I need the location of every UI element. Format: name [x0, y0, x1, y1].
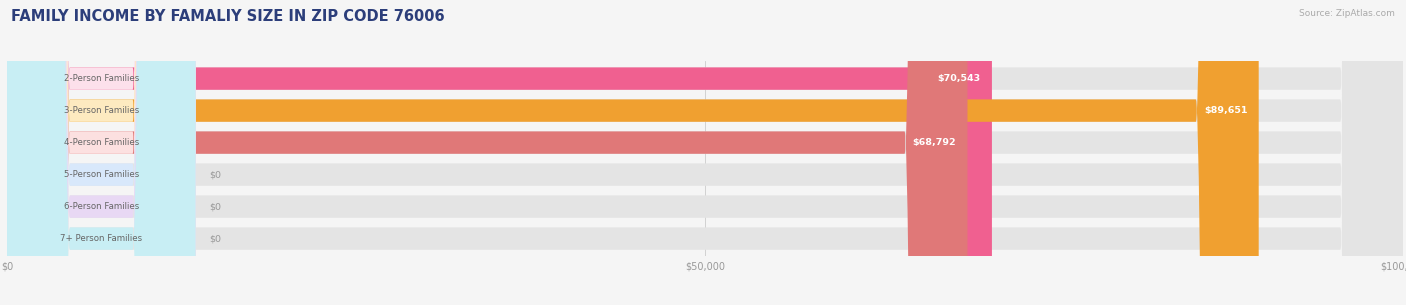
Text: 3-Person Families: 3-Person Families [63, 106, 139, 115]
FancyBboxPatch shape [7, 0, 1258, 305]
Text: $68,792: $68,792 [912, 138, 956, 147]
FancyBboxPatch shape [7, 0, 195, 305]
Text: 4-Person Families: 4-Person Families [63, 138, 139, 147]
Text: $0: $0 [209, 170, 222, 179]
Text: 5-Person Families: 5-Person Families [63, 170, 139, 179]
FancyBboxPatch shape [7, 0, 195, 305]
FancyBboxPatch shape [7, 0, 195, 305]
FancyBboxPatch shape [7, 0, 195, 305]
FancyBboxPatch shape [7, 0, 195, 305]
Text: $0: $0 [209, 202, 222, 211]
Text: Source: ZipAtlas.com: Source: ZipAtlas.com [1299, 9, 1395, 18]
Text: 2-Person Families: 2-Person Families [63, 74, 139, 83]
FancyBboxPatch shape [7, 0, 195, 305]
FancyBboxPatch shape [7, 0, 967, 305]
FancyBboxPatch shape [7, 0, 1403, 305]
FancyBboxPatch shape [7, 0, 991, 305]
FancyBboxPatch shape [7, 0, 1403, 305]
Text: $0: $0 [209, 234, 222, 243]
Text: 7+ Person Families: 7+ Person Families [60, 234, 142, 243]
Text: 6-Person Families: 6-Person Families [63, 202, 139, 211]
Text: $89,651: $89,651 [1204, 106, 1247, 115]
FancyBboxPatch shape [7, 0, 1403, 305]
FancyBboxPatch shape [7, 0, 1403, 305]
FancyBboxPatch shape [7, 0, 1403, 305]
Text: $70,543: $70,543 [938, 74, 981, 83]
Text: FAMILY INCOME BY FAMALIY SIZE IN ZIP CODE 76006: FAMILY INCOME BY FAMALIY SIZE IN ZIP COD… [11, 9, 444, 24]
FancyBboxPatch shape [7, 0, 1403, 305]
